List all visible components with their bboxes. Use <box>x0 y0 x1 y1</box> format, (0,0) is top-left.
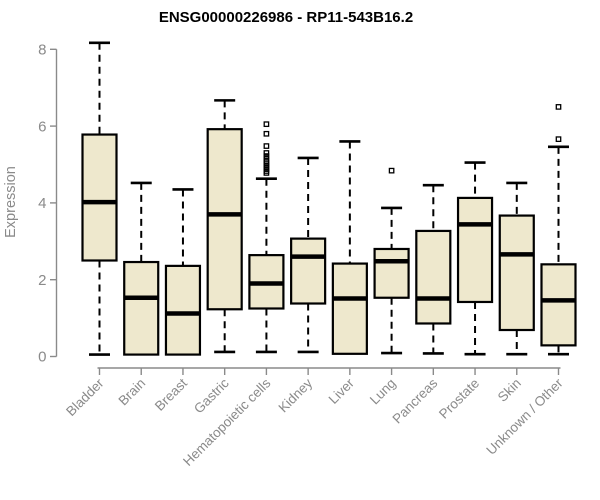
plot-area <box>81 41 577 356</box>
x-category-label: Brain <box>115 376 148 409</box>
outlier-point <box>263 153 270 159</box>
y-tick-label: 8 <box>38 42 46 59</box>
outlier-point <box>555 104 562 110</box>
x-category-label: Gastric <box>191 375 232 416</box>
box-group <box>248 121 285 354</box>
iqr-box <box>540 263 577 347</box>
outlier-point <box>263 130 270 137</box>
x-category-label: Unknown / Other <box>483 375 566 458</box>
chart-title: ENSG00000226986 - RP11-543B16.2 <box>159 9 413 26</box>
iqr-box <box>373 247 410 299</box>
y-tick-label: 6 <box>38 118 46 135</box>
y-tick-label: 2 <box>38 272 46 289</box>
x-category-label: Bladder <box>63 375 107 419</box>
iqr-box <box>415 229 452 325</box>
box-group <box>415 183 452 355</box>
box-group <box>498 181 535 356</box>
y-tick-label: 4 <box>38 195 46 212</box>
outlier-point <box>263 150 270 156</box>
x-category-label: Lung <box>367 376 399 408</box>
x-category-label: Kidney <box>275 375 315 415</box>
box-group <box>456 161 494 356</box>
iqr-box <box>331 262 368 355</box>
iqr-box <box>206 128 243 311</box>
x-category-label: Pancreas <box>389 375 440 426</box>
x-category-label: Prostate <box>436 376 482 422</box>
box-group <box>540 104 577 356</box>
box-group <box>123 181 160 356</box>
box-group <box>206 99 243 354</box>
iqr-box <box>456 196 494 304</box>
iqr-box <box>290 237 327 305</box>
box-group <box>373 167 410 355</box>
outlier-point <box>263 143 270 149</box>
x-category-label: Skin <box>495 376 524 405</box>
iqr-box <box>498 214 535 332</box>
box-group <box>331 140 368 355</box>
outlier-point <box>555 136 562 143</box>
iqr-box <box>81 133 118 262</box>
outlier-point <box>388 167 395 174</box>
y-tick-label: 0 <box>38 349 46 366</box>
iqr-box <box>164 264 202 356</box>
x-category-label: Breast <box>152 375 190 413</box>
box-group <box>290 156 327 354</box>
box-group <box>81 41 118 356</box>
iqr-box <box>123 260 160 356</box>
y-axis-label: Expression <box>3 166 19 238</box>
x-category-label: Liver <box>326 375 358 407</box>
box-group <box>164 188 202 356</box>
outlier-point <box>263 121 270 128</box>
